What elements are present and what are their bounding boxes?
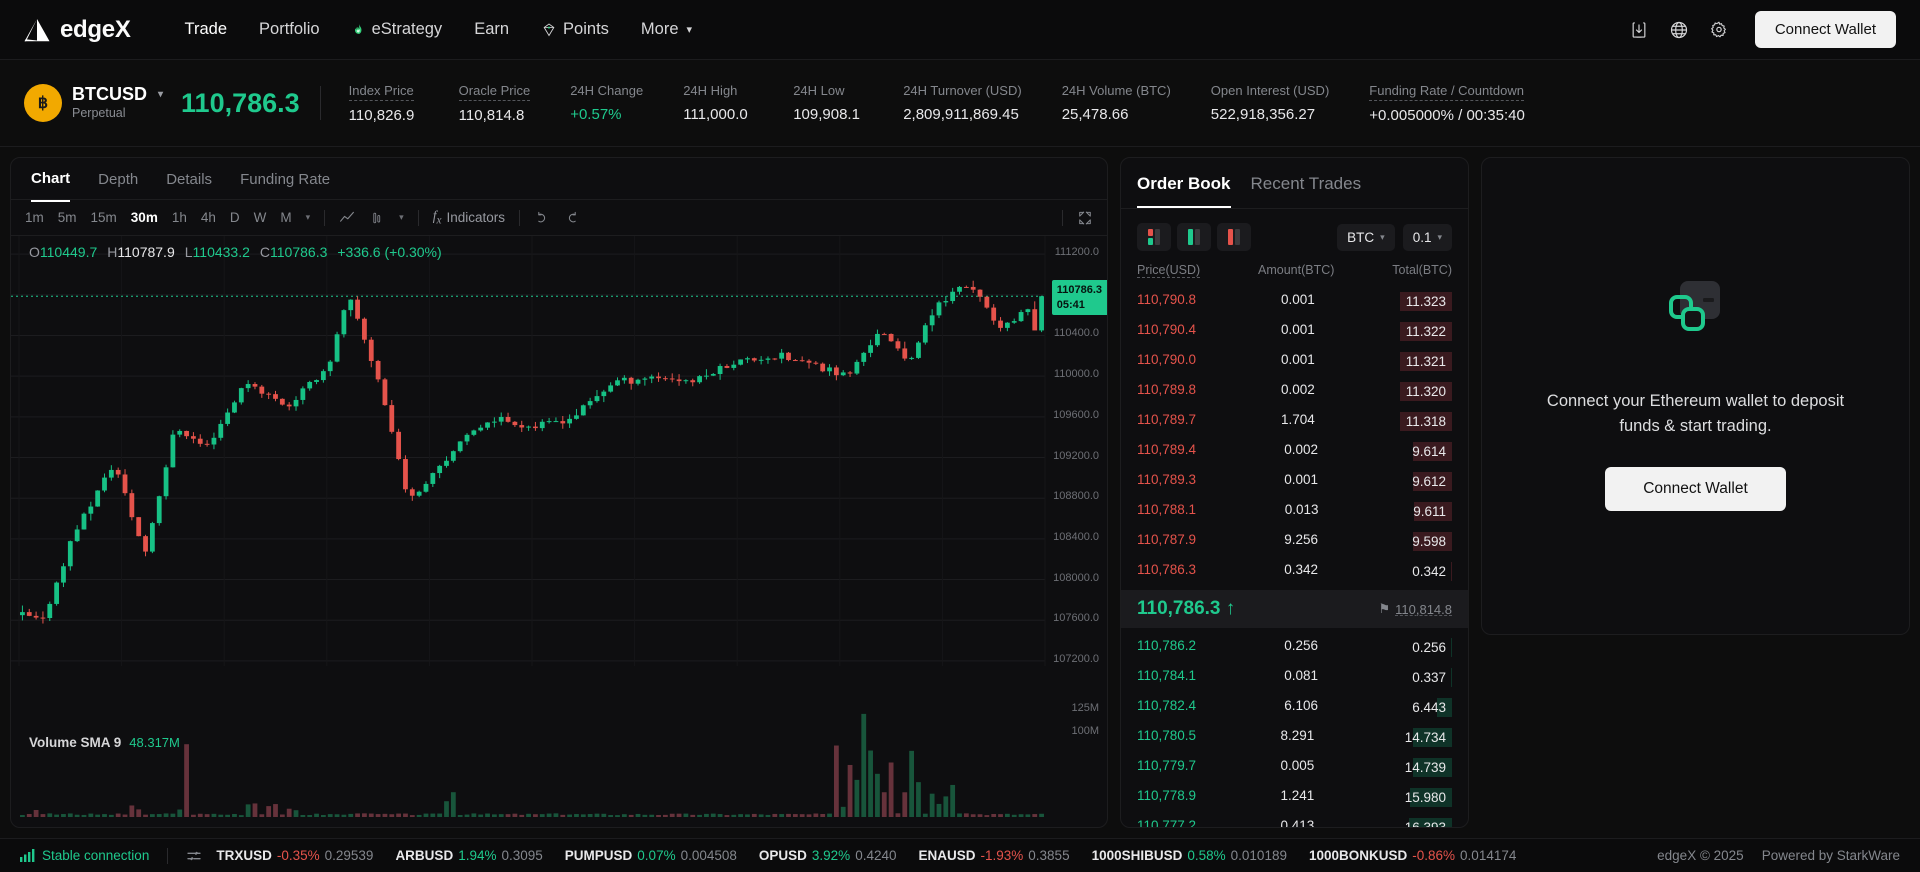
svg-text:฿: ฿ [38, 95, 48, 112]
